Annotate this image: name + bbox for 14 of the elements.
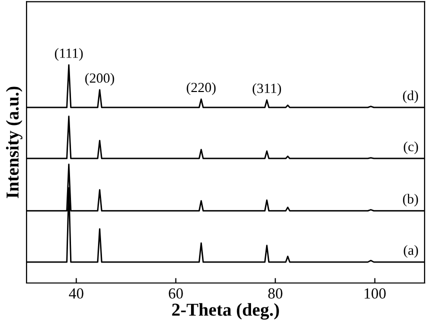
x-tick-label: 100 xyxy=(364,288,386,299)
x-tick-label: 80 xyxy=(268,288,282,299)
x-tick-label: 60 xyxy=(168,288,183,299)
annotation: (311) xyxy=(252,83,282,96)
x-tick-label: 40 xyxy=(68,288,84,299)
y-axis-title: Intensity (a.u.) xyxy=(6,86,22,198)
annotation: (200) xyxy=(85,73,114,86)
series-label: (a) xyxy=(404,245,418,258)
series-label: (b) xyxy=(403,194,418,206)
series-label: (d) xyxy=(403,90,418,104)
series-label: (c) xyxy=(404,142,418,154)
annotation: (220) xyxy=(186,82,216,95)
annotation: (111) xyxy=(54,48,83,61)
x-axis-title: 2-Theta (deg.) xyxy=(172,303,279,320)
